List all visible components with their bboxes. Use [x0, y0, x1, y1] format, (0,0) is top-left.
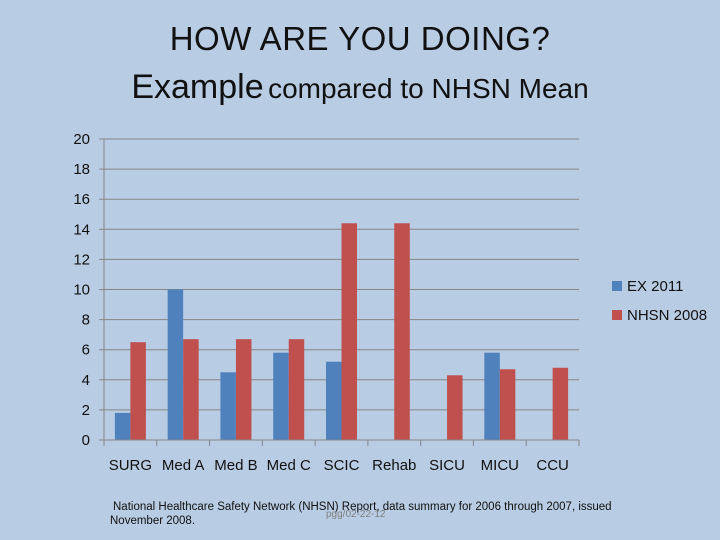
x-category-label: Med A: [162, 457, 205, 474]
bar-nhsn-2008: [499, 369, 516, 440]
y-tick-label: 6: [82, 342, 90, 359]
x-category-label: SCIC: [324, 457, 360, 474]
x-category-label: CCU: [536, 457, 569, 474]
x-category-label: Rehab: [372, 457, 416, 474]
page-tag: pgg/02-22-12: [326, 509, 386, 520]
x-category-labels: SURG Med A Med B Med C SCIC Rehab SICU MICU CCU: [109, 457, 569, 474]
subtitle-comparison: compared to NHSN Mean: [268, 73, 589, 104]
legend-label: NHSN 2008: [627, 307, 707, 324]
bar-ex-2011: [220, 372, 236, 440]
bar-nhsn-2008: [447, 375, 463, 440]
bars: [114, 223, 569, 440]
bar-nhsn-2008: [394, 223, 410, 440]
slide-title: HOW ARE YOU DOING?: [169, 20, 551, 57]
y-tick-label: 16: [73, 191, 90, 208]
y-tick-label: 10: [73, 282, 90, 299]
y-tick-label: 2: [82, 402, 90, 419]
bar-nhsn-2008: [183, 339, 199, 440]
bar-ex-2011: [273, 352, 289, 440]
x-category-label: SICU: [429, 457, 465, 474]
y-tick-label: 12: [73, 251, 90, 268]
footnote-text: National Healthcare Safety Network (NHSN…: [110, 501, 612, 527]
legend-swatch: [612, 310, 622, 320]
bar-nhsn-2008: [235, 339, 252, 440]
bar-nhsn-2008: [552, 367, 569, 440]
legend-swatch: [612, 281, 622, 291]
bar-nhsn-2008: [341, 223, 357, 440]
y-tick-label: 8: [82, 312, 90, 329]
legend-label: EX 2011: [627, 278, 683, 295]
bar-nhsn-2008: [288, 339, 305, 440]
bar-ex-2011: [114, 412, 131, 440]
legend: EX 2011 NHSN 2008: [612, 278, 707, 324]
y-tick-labels: 0 2 4 6 8 10 12 14 16 18 20: [73, 131, 90, 449]
x-category-label: Med C: [267, 457, 311, 474]
axes: [99, 138, 580, 446]
slide-subtitle: Example compared to NHSN Mean: [0, 68, 720, 107]
x-category-label: SURG: [109, 457, 152, 474]
source-footnote: National Healthcare Safety Network (NHSN…: [110, 500, 650, 528]
y-tick-label: 4: [82, 372, 90, 389]
y-tick-label: 18: [73, 161, 90, 178]
y-tick-label: 14: [73, 221, 90, 238]
x-category-label: MICU: [481, 457, 519, 474]
y-tick-label: 20: [73, 131, 90, 148]
bar-ex-2011: [167, 289, 184, 440]
bar-ex-2011: [484, 352, 500, 440]
x-category-label: Med B: [214, 457, 257, 474]
subtitle-example: Example: [131, 68, 264, 106]
y-tick-label: 0: [82, 432, 90, 449]
bar-nhsn-2008: [130, 342, 146, 440]
bar-ex-2011: [326, 361, 342, 440]
